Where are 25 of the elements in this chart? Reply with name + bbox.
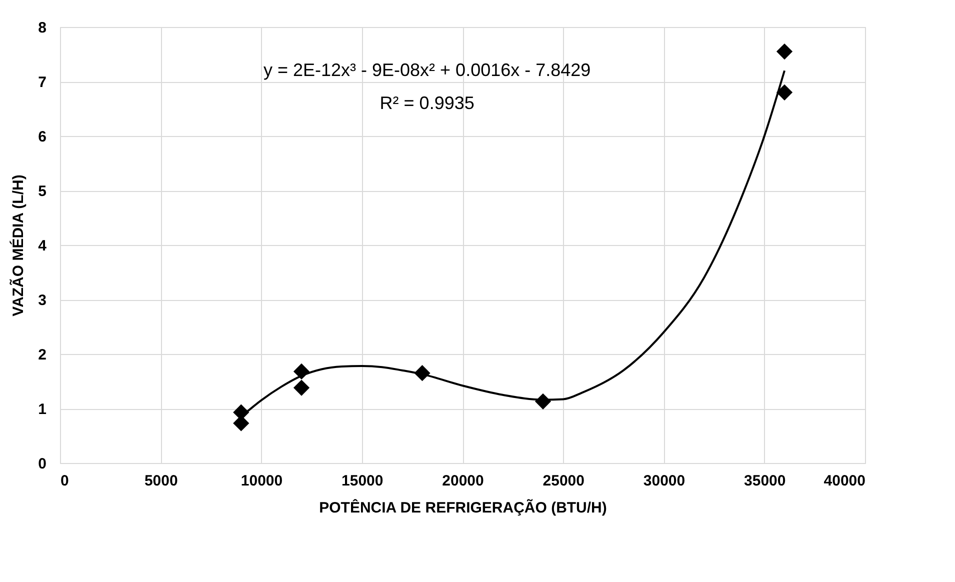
annotation: R² = 0.9935 [380, 93, 474, 113]
x-tick-label: 10000 [240, 472, 283, 490]
x-tick-label: 20000 [442, 472, 484, 490]
y-tick-label: 4 [38, 238, 48, 254]
point [776, 43, 793, 60]
y-axis-title: VAZÃO MÉDIA (L/H) [9, 174, 28, 316]
y-tick-label: 5 [38, 183, 46, 200]
y-tick-label: 8 [38, 20, 46, 36]
point [293, 380, 310, 396]
x-tick-label: 35000 [744, 472, 786, 490]
x-tick-label: 25000 [542, 472, 584, 490]
x-axis-title: POTÊNCIA DE REFRIGERAÇÃO (BTU/H) [319, 498, 607, 516]
y-tick-label: 1 [38, 401, 46, 418]
y-tick-label: 6 [38, 128, 46, 146]
y-tick-label: 2 [38, 346, 46, 364]
x-tick-label: 40000 [824, 472, 866, 490]
x-tick-label: 15000 [342, 472, 384, 490]
point [776, 84, 793, 100]
y-tick-label: 0 [38, 456, 46, 472]
annotation: y = 2E-12x³ - 9E-08x² + 0.0016x - 7.8429 [263, 60, 591, 80]
x-tick-label: 0 [60, 472, 69, 490]
y-tick-label: 3 [38, 292, 46, 309]
y-tick-label: 7 [38, 74, 46, 91]
x-tick-label: 5000 [144, 472, 178, 490]
x-tick-label: 30000 [643, 472, 686, 490]
